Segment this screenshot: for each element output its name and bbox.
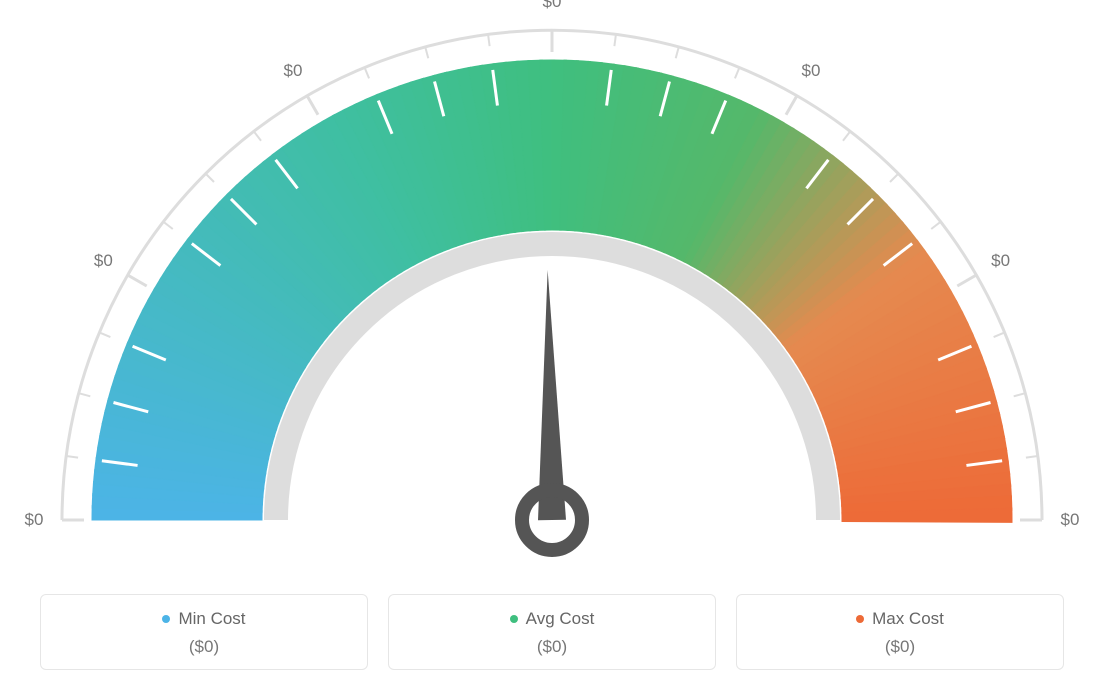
legend-text-min: Min Cost: [178, 609, 245, 629]
legend-text-avg: Avg Cost: [526, 609, 595, 629]
gauge-area: $0 $0 $0 $0 $0 $0 $0: [0, 0, 1104, 570]
gauge-tick-label: $0: [25, 510, 44, 530]
legend-dot-avg: [510, 615, 518, 623]
legend-dot-min: [162, 615, 170, 623]
legend-value-min: ($0): [51, 637, 357, 657]
gauge-tick-label: $0: [543, 0, 562, 12]
legend-label-max: Max Cost: [856, 609, 944, 629]
gauge-chart-container: $0 $0 $0 $0 $0 $0 $0 Min Cost ($0) Avg Cost ($…: [0, 0, 1104, 690]
legend-value-max: ($0): [747, 637, 1053, 657]
gauge-tick-label: $0: [94, 251, 113, 271]
gauge-svg: [0, 0, 1104, 570]
gauge-tick-label: $0: [991, 251, 1010, 271]
legend-value-avg: ($0): [399, 637, 705, 657]
legend-text-max: Max Cost: [872, 609, 944, 629]
legend-card-min: Min Cost ($0): [40, 594, 368, 670]
legend-label-avg: Avg Cost: [510, 609, 595, 629]
legend-dot-max: [856, 615, 864, 623]
legend-card-max: Max Cost ($0): [736, 594, 1064, 670]
legend-card-avg: Avg Cost ($0): [388, 594, 716, 670]
gauge-tick-label: $0: [284, 61, 303, 81]
gauge-tick-label: $0: [1061, 510, 1080, 530]
legend-label-min: Min Cost: [162, 609, 245, 629]
legend-row: Min Cost ($0) Avg Cost ($0) Max Cost ($0…: [40, 594, 1064, 670]
gauge-tick-label: $0: [802, 61, 821, 81]
